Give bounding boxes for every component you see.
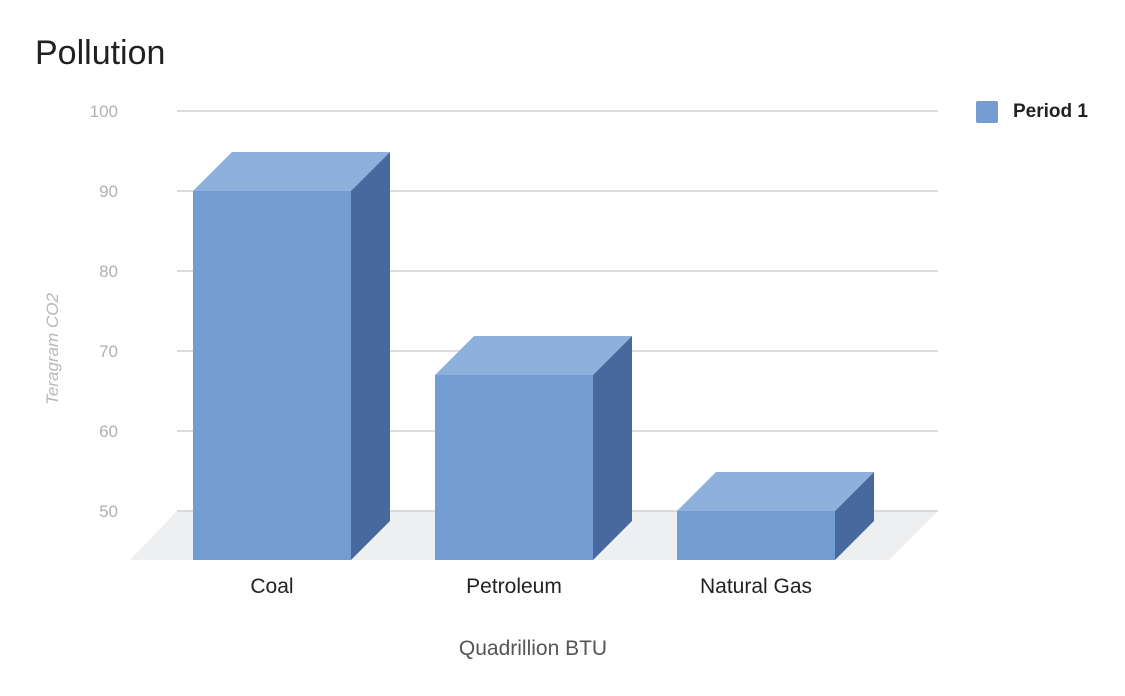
bar-front	[677, 511, 835, 560]
legend-label: Period 1	[1013, 101, 1088, 122]
bar-natural-gas	[677, 472, 874, 560]
bars	[193, 152, 874, 560]
y-tick-label: 90	[99, 182, 118, 201]
bar-top	[193, 152, 390, 191]
x-category-label: Coal	[250, 575, 293, 598]
y-axis-label: Teragram CO2	[43, 293, 62, 405]
bar-coal	[193, 152, 390, 560]
x-category-label: Natural Gas	[700, 575, 812, 598]
bar-top	[677, 472, 874, 511]
y-tick-label: 70	[99, 342, 118, 361]
legend: Period 1	[976, 101, 1088, 123]
bar-front	[435, 375, 593, 560]
bar-front	[193, 191, 351, 560]
x-axis-label: Quadrillion BTU	[459, 637, 607, 660]
bar-petroleum	[435, 336, 632, 560]
y-axis-ticks: 50 60 70 80 90 100	[90, 102, 118, 521]
y-tick-label: 50	[99, 502, 118, 521]
bar-side	[351, 152, 390, 560]
bar-top	[435, 336, 632, 375]
chart-title: Pollution	[35, 34, 166, 72]
y-tick-label: 100	[90, 102, 118, 121]
y-tick-label: 80	[99, 262, 118, 281]
bar-side	[593, 336, 632, 560]
legend-swatch	[976, 101, 998, 123]
bar-side	[835, 472, 874, 560]
y-tick-label: 60	[99, 422, 118, 441]
x-axis-categories: Coal Petroleum Natural Gas	[250, 575, 812, 598]
x-category-label: Petroleum	[466, 575, 562, 598]
